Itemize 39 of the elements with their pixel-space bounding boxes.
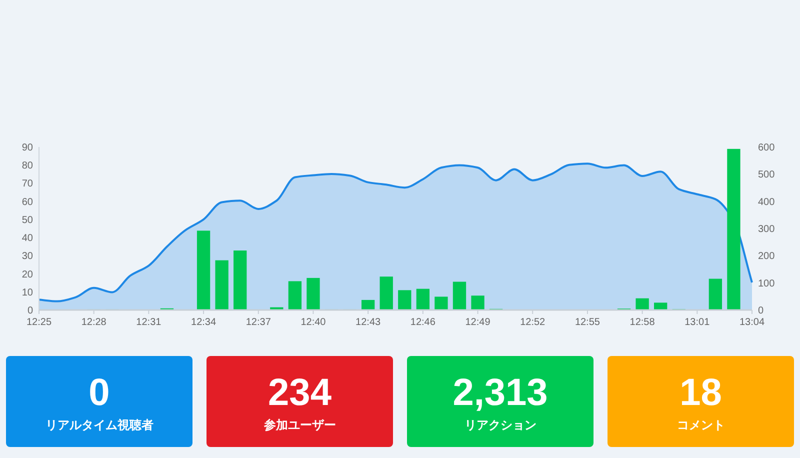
- x-tick-label: 12:28: [81, 317, 107, 328]
- text: 2,313: [452, 372, 548, 414]
- y-tick-label: 80: [22, 160, 34, 172]
- y-tick-label: 50: [22, 214, 34, 226]
- x-tick-label: 13:04: [739, 317, 765, 328]
- x-tick-label: 13:01: [684, 317, 710, 328]
- y-tick-label: 90: [22, 142, 34, 154]
- x-tick-label: 12:25: [26, 317, 52, 328]
- x-tick-label: 12:58: [630, 317, 656, 328]
- y2-tick-label: 0: [758, 306, 764, 316]
- y2-tick-label: 400: [758, 196, 776, 208]
- text: コメント: [676, 418, 725, 432]
- y-tick-label: 70: [22, 178, 34, 190]
- text: リアクション: [464, 418, 536, 432]
- text: 参加ユーザー: [262, 418, 336, 432]
- y2-tick-label: 300: [758, 224, 776, 235]
- y2-tick-label: 500: [758, 170, 776, 181]
- text: 0: [88, 372, 110, 414]
- x-tick-label: 12:37: [246, 317, 272, 328]
- y-tick-label: 0: [27, 306, 34, 316]
- x-tick-label: 12:49: [465, 317, 491, 328]
- text: リアルタイム視聴者: [45, 418, 154, 432]
- y2-tick-label: 200: [758, 251, 776, 262]
- x-tick-label: 12:52: [520, 317, 546, 328]
- y-tick-label: 10: [22, 287, 34, 298]
- x-tick-label: 12:43: [356, 317, 382, 328]
- y-tick-label: 30: [22, 251, 34, 262]
- y-tick-label: 60: [22, 196, 34, 208]
- x-tick-label: 12:31: [136, 317, 162, 328]
- text: 234: [268, 372, 332, 414]
- x-tick-label: 12:40: [300, 317, 326, 328]
- y2-tick-label: 600: [758, 142, 776, 154]
- text: 18: [680, 372, 722, 414]
- y2-tick-label: 100: [758, 278, 776, 290]
- x-tick-label: 12:34: [191, 317, 216, 328]
- y-tick-label: 20: [22, 269, 34, 280]
- y-tick-label: 40: [22, 233, 34, 244]
- x-tick-label: 12:46: [410, 317, 436, 328]
- x-tick-label: 12:55: [574, 317, 600, 328]
